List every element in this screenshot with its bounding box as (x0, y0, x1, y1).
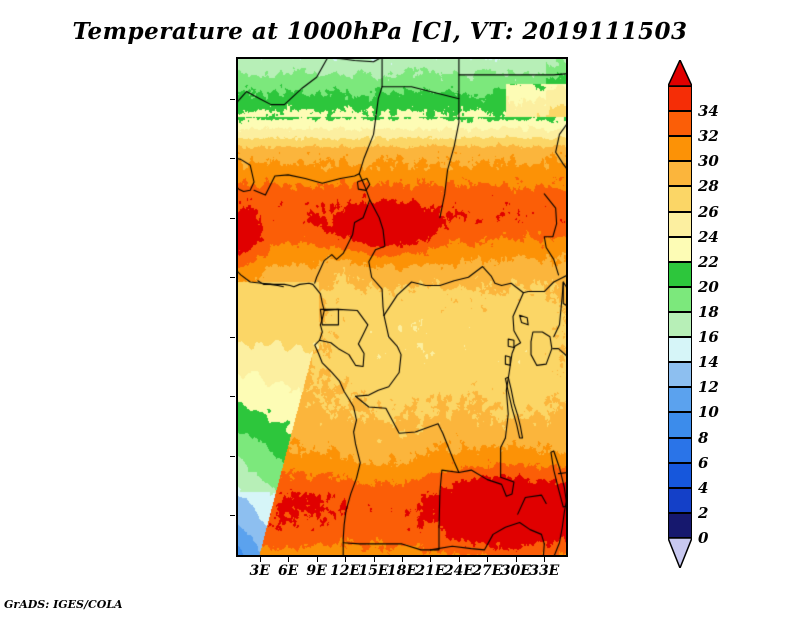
y-tick (230, 98, 235, 100)
map-plot-area: 20N15N10N5NEQ5S10S15S3E6E9E12E15E18E21E2… (230, 57, 568, 579)
x-tick (316, 557, 318, 562)
colorbar: 0 2 4 6 8 10 12 14 16 18 20 22 24 26 28 30 32 34 (666, 58, 719, 571)
colorbar-swatch (668, 487, 692, 513)
colorbar-tick-label: 2 (698, 503, 709, 522)
x-axis-label: 30E (500, 563, 531, 579)
colorbar-tick-label: 14 (698, 353, 719, 372)
colorbar-swatch (668, 512, 692, 538)
y-tick (230, 396, 235, 398)
colorbar-tick-label: 22 (698, 252, 719, 271)
colorbar-under-arrow (666, 537, 694, 571)
colorbar-swatch (668, 412, 692, 438)
x-tick (259, 557, 261, 562)
y-tick (230, 515, 235, 517)
x-tick (458, 557, 460, 562)
colorbar-swatch (668, 387, 692, 413)
x-tick (373, 557, 375, 562)
colorbar-swatch (668, 186, 692, 212)
colorbar-tick-label: 32 (698, 127, 719, 146)
x-axis-label: 6E (277, 563, 299, 579)
x-tick (430, 557, 432, 562)
page-title: Temperature at 1000hPa [C], VT: 20191115… (72, 18, 688, 45)
colorbar-tick-label: 26 (698, 202, 719, 221)
colorbar-tick-label: 16 (698, 328, 719, 347)
x-tick (515, 557, 517, 562)
x-axis-label: 33E (529, 563, 560, 579)
colorbar-swatch (668, 161, 692, 187)
colorbar-over-arrow (666, 58, 694, 87)
colorbar-swatch (668, 286, 692, 312)
colorbar-tick-label: 0 (698, 529, 709, 547)
colorbar-swatch (668, 236, 692, 262)
colorbar-swatch (668, 136, 692, 162)
colorbar-tick-label: 34 (698, 102, 719, 121)
colorbar-tick-label: 28 (698, 177, 719, 196)
x-tick (402, 557, 403, 562)
colorbar-tick-label: 24 (698, 227, 719, 246)
colorbar-tick-label: 6 (698, 453, 709, 472)
colorbar-swatch (668, 111, 692, 137)
colorbar-swatch (668, 437, 692, 463)
colorbar-swatch (668, 337, 692, 363)
colorbar-swatch (668, 211, 692, 237)
x-axis-label: 27E (472, 563, 503, 579)
colorbar-tick-label: 12 (698, 378, 719, 397)
colorbar-tick-label: 8 (698, 428, 709, 447)
colorbar-tick-label: 30 (698, 152, 719, 171)
x-axis-label: 18E (386, 563, 418, 579)
x-axis-label: 15E (358, 563, 389, 579)
colorbar-tick-label: 4 (698, 478, 709, 497)
colorbar-swatch (668, 86, 692, 112)
y-tick (230, 336, 235, 338)
colorbar-swatch (668, 312, 692, 338)
y-tick (230, 158, 235, 160)
x-axis-label: 24E (443, 563, 474, 579)
y-tick (230, 217, 235, 219)
credit-text: GrADS: IGES/COLA (4, 598, 123, 611)
x-axis-label: 12E (330, 563, 361, 579)
colorbar-swatch (668, 362, 692, 388)
colorbar-swatch (668, 462, 692, 488)
colorbar-swatch (668, 261, 692, 287)
temperature-field (236, 57, 568, 557)
x-axis-label: 3E (249, 563, 270, 579)
x-tick (345, 557, 347, 562)
map-frame (236, 57, 568, 557)
colorbar-tick-label: 18 (698, 303, 719, 321)
colorbar-tick-label: 10 (698, 403, 719, 422)
x-tick (288, 557, 290, 562)
x-tick (544, 557, 546, 562)
x-axis-label: 9E (306, 563, 327, 579)
colorbar-tick-label: 20 (698, 277, 719, 296)
x-axis-label: 21E (415, 563, 446, 579)
y-tick (230, 455, 235, 457)
x-tick (487, 557, 489, 562)
y-tick (230, 277, 235, 279)
